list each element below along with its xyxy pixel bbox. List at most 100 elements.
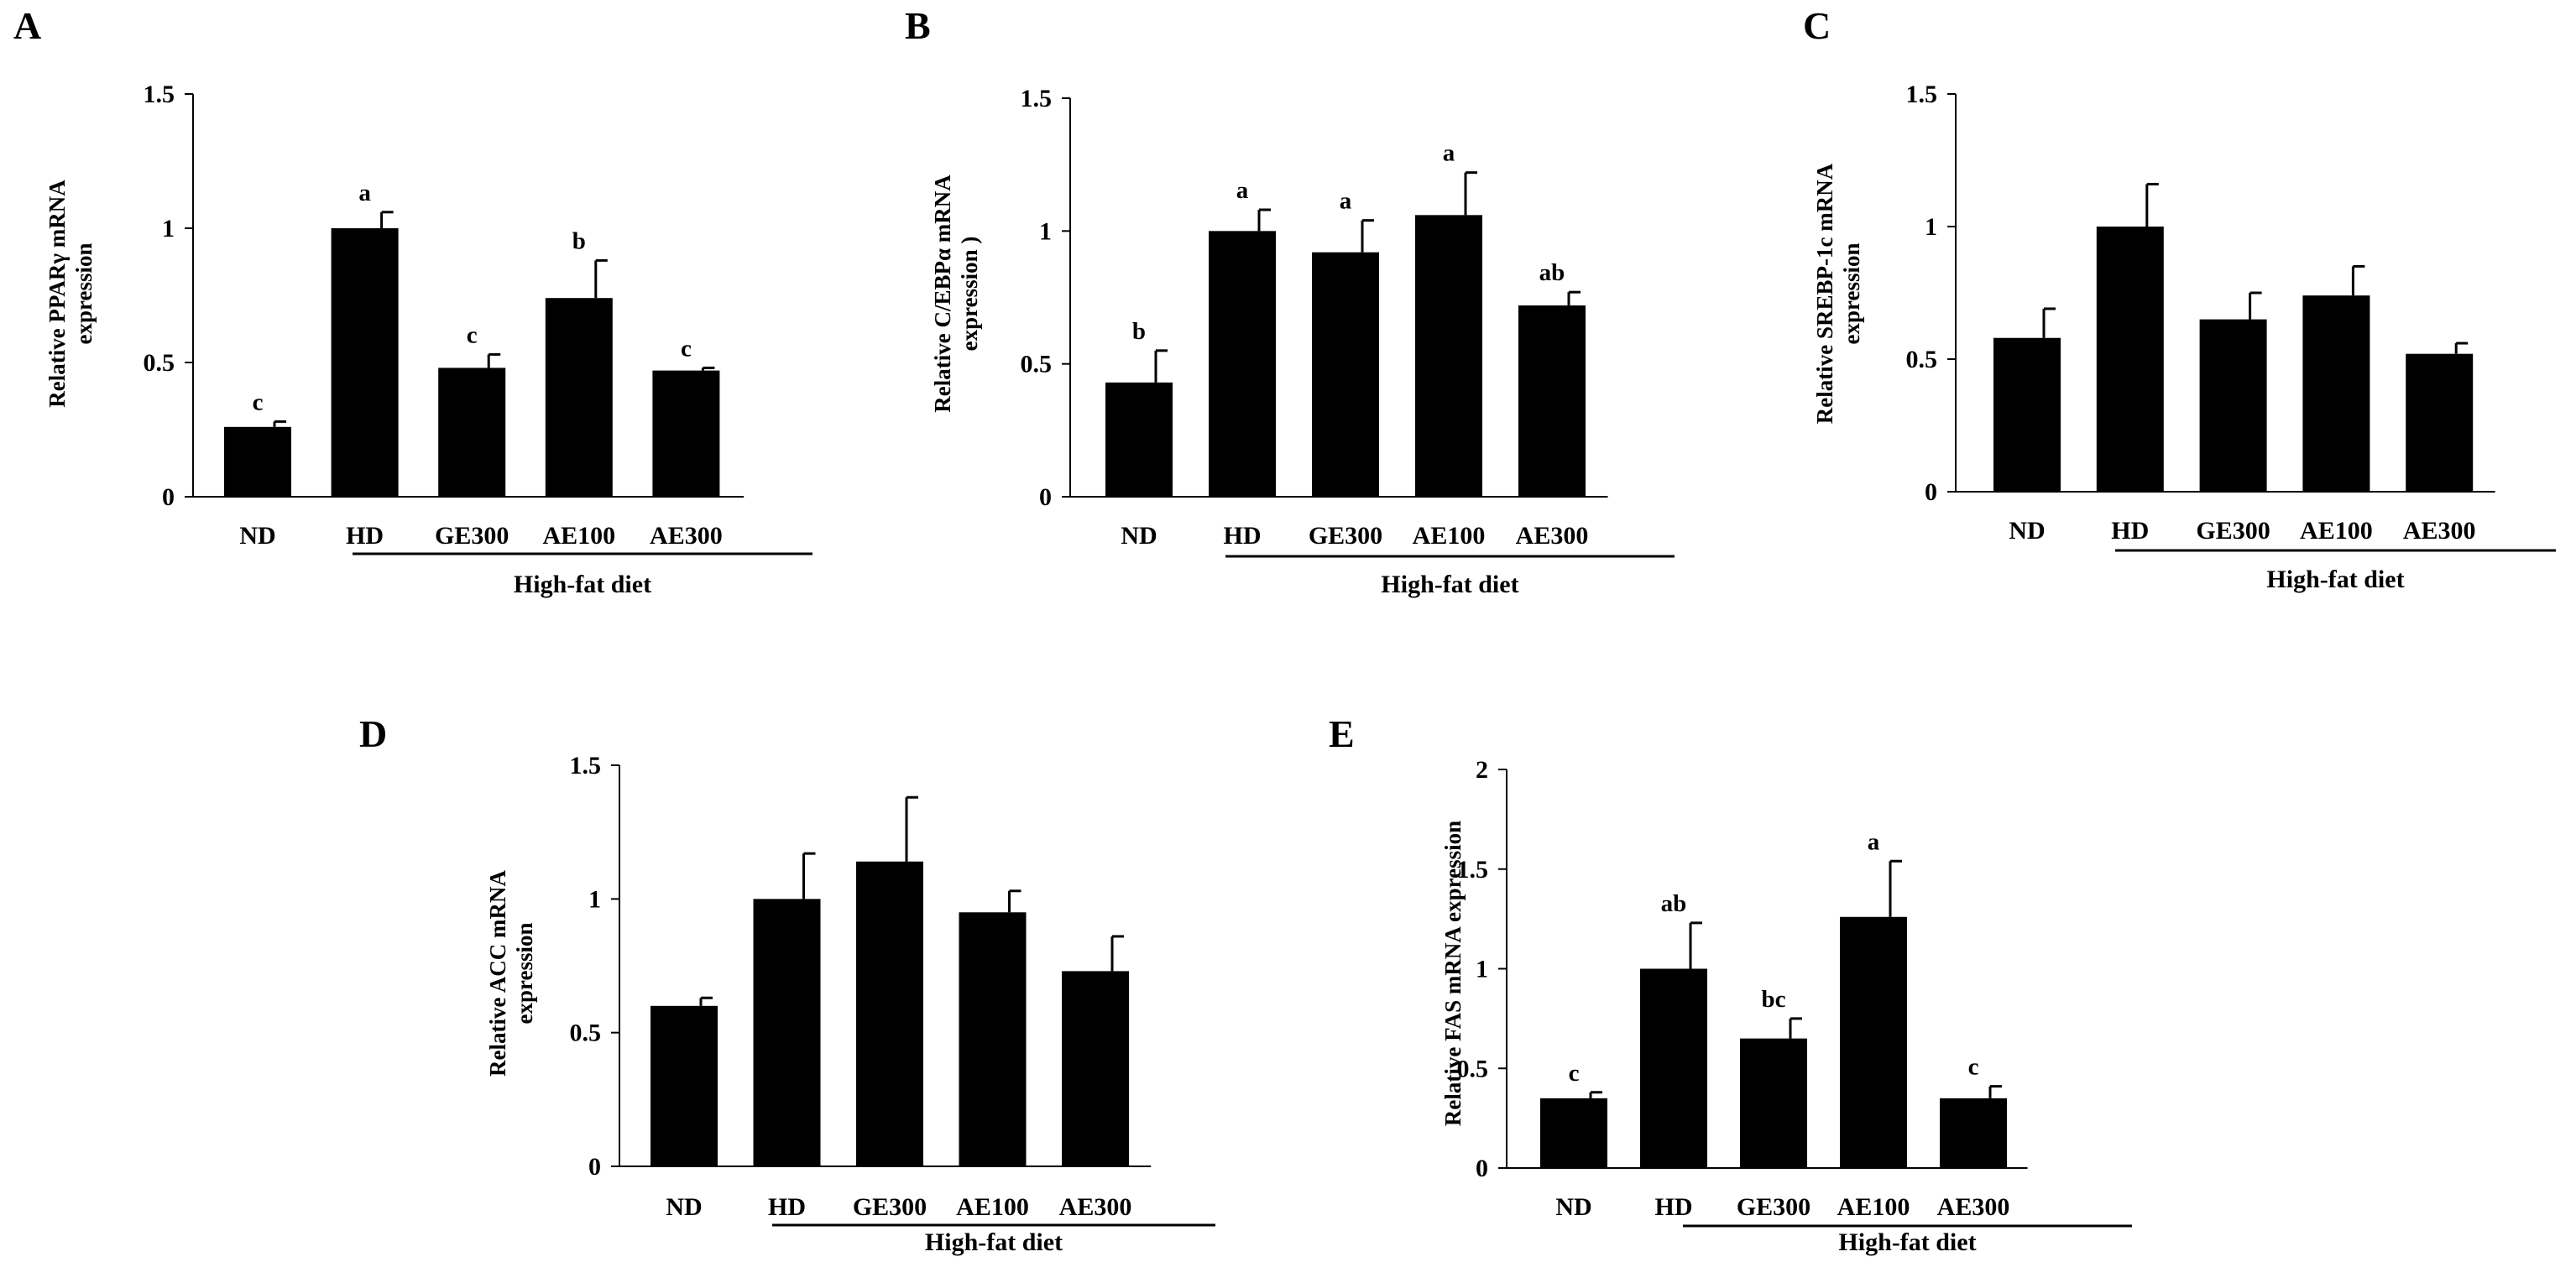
category-label: GE300 [2196, 517, 2270, 545]
y-tick-label: 0 [588, 1153, 601, 1181]
y-axis-label: Relative SREBP-1c mRNAexpression [1812, 163, 1864, 424]
bar-hd [753, 899, 821, 1166]
y-axis-label-line: expression [71, 242, 97, 344]
y-tick-label: 1.5 [1906, 81, 1938, 108]
category-label: ND [2009, 517, 2045, 545]
significance-letter: a [1340, 188, 1352, 215]
category-label: AE300 [1937, 1193, 2010, 1221]
bar-hd [1640, 968, 1707, 1168]
bar-ae300 [1062, 971, 1129, 1166]
y-tick-label: 0.5 [1021, 351, 1053, 378]
y-tick-label: 0 [1039, 483, 1052, 511]
category-label: AE100 [956, 1193, 1029, 1221]
significance-letter: ab [1661, 890, 1687, 917]
y-axis-label-line: expression [512, 922, 537, 1024]
y-tick-label: 0 [1476, 1155, 1488, 1182]
group-label: High-fat diet [1838, 1228, 1976, 1256]
y-tick-label: 1 [162, 215, 175, 242]
y-axis-label-line: Relative FAS mRNA expression [1440, 821, 1466, 1126]
category-label: HD [2111, 517, 2149, 545]
y-axis-label-line: expression [1839, 242, 1864, 344]
significance-letter: c [467, 321, 478, 348]
significance-letter: a [1443, 140, 1455, 167]
panel-b: B 0 0.5 1 1.5 Relative C/EBPα mRNAexpression … [905, 4, 1675, 598]
bar-ge300 [1312, 252, 1379, 497]
bar-ge300 [438, 368, 506, 497]
significance-letter: c [681, 335, 692, 362]
panel-letter: B [905, 4, 931, 47]
bar-hd [2096, 227, 2164, 492]
y-tick-label: 1 [1039, 217, 1052, 245]
significance-letter: bc [1762, 986, 1786, 1013]
category-label: AE100 [1413, 522, 1486, 550]
category-label: AE300 [650, 522, 723, 550]
category-label: ND [239, 522, 275, 550]
y-tick-label: 0.5 [144, 349, 175, 377]
bar-ae100 [545, 298, 613, 497]
bar-ae300 [1518, 305, 1586, 497]
bar-ae100 [1415, 215, 1482, 497]
y-tick-label: 2 [1476, 756, 1488, 784]
significance-letter: a [1868, 828, 1880, 855]
category-label: AE300 [1516, 522, 1589, 550]
category-label: AE300 [2403, 517, 2476, 545]
y-tick-label: 1.5 [1457, 856, 1489, 884]
bar-ae100 [2302, 295, 2370, 492]
y-tick-label: 1.5 [144, 81, 175, 108]
bar-hd [331, 228, 399, 497]
y-tick-label: 1 [1476, 956, 1488, 983]
category-label: HD [1655, 1193, 1693, 1221]
significance-letter: c [1968, 1054, 1979, 1081]
y-axis-label: Relative FAS mRNA expression [1440, 821, 1466, 1126]
bar-ae100 [1840, 916, 1907, 1168]
significance-letter: b [572, 227, 586, 254]
y-tick-label: 0.5 [1906, 346, 1938, 373]
y-axis-label-line: Relative PPARγ mRNA [44, 180, 70, 408]
category-label: HD [1224, 522, 1262, 550]
category-label: GE300 [435, 522, 509, 550]
y-axis-label-line: Relative SREBP-1c mRNA [1812, 163, 1837, 424]
bar-nd [1993, 337, 2061, 492]
panel-a: A 0 0.5 1 1.5 Relative PPARγ mRNAexpression c N… [13, 4, 813, 598]
y-tick-label: 0 [1925, 478, 1937, 506]
panel-e: E 0 0.5 1 1.5 2 Relative FAS mRNA expression c N… [1329, 712, 2132, 1256]
category-label: ND [1121, 522, 1157, 550]
category-label: GE300 [1309, 522, 1382, 550]
category-label: AE100 [542, 522, 615, 550]
y-axis-label: Relative PPARγ mRNAexpression [44, 180, 97, 408]
significance-letter: b [1132, 318, 1146, 345]
group-label: High-fat diet [925, 1228, 1063, 1256]
bar-ge300 [1740, 1038, 1807, 1168]
y-axis-label: Relative ACC mRNAexpression [485, 870, 537, 1077]
bar-nd [651, 1005, 718, 1166]
group-label: High-fat diet [514, 571, 651, 598]
panel-letter: E [1329, 712, 1355, 755]
bar-ge300 [2199, 319, 2267, 492]
category-label: AE100 [1837, 1193, 1910, 1221]
bar-ae300 [1940, 1098, 2007, 1168]
panel-letter: A [13, 4, 41, 47]
group-label: High-fat diet [1381, 571, 1518, 598]
y-axis-label-line: Relative ACC mRNA [485, 870, 510, 1077]
y-axis-label-line: expression ) [957, 237, 982, 352]
category-label: HD [768, 1193, 806, 1221]
significance-letter: c [253, 389, 264, 415]
bar-hd [1209, 231, 1276, 497]
y-tick-label: 1 [588, 885, 601, 913]
y-tick-label: 1 [1925, 213, 1937, 241]
y-axis-label-line: Relative C/EBPα mRNA [930, 175, 955, 413]
bar-ae100 [959, 912, 1027, 1166]
category-label: ND [666, 1193, 702, 1221]
category-label: GE300 [853, 1193, 927, 1221]
bar-nd [1105, 382, 1173, 497]
bar-ge300 [856, 861, 923, 1166]
panel-letter: D [359, 712, 387, 755]
y-axis-label: Relative C/EBPα mRNAexpression ) [930, 175, 982, 413]
y-tick-label: 0.5 [570, 1020, 602, 1047]
bar-nd [1540, 1098, 1607, 1168]
category-label: HD [346, 522, 384, 550]
category-label: GE300 [1737, 1193, 1811, 1221]
significance-letter: c [1569, 1060, 1580, 1087]
category-label: ND [1555, 1193, 1591, 1221]
